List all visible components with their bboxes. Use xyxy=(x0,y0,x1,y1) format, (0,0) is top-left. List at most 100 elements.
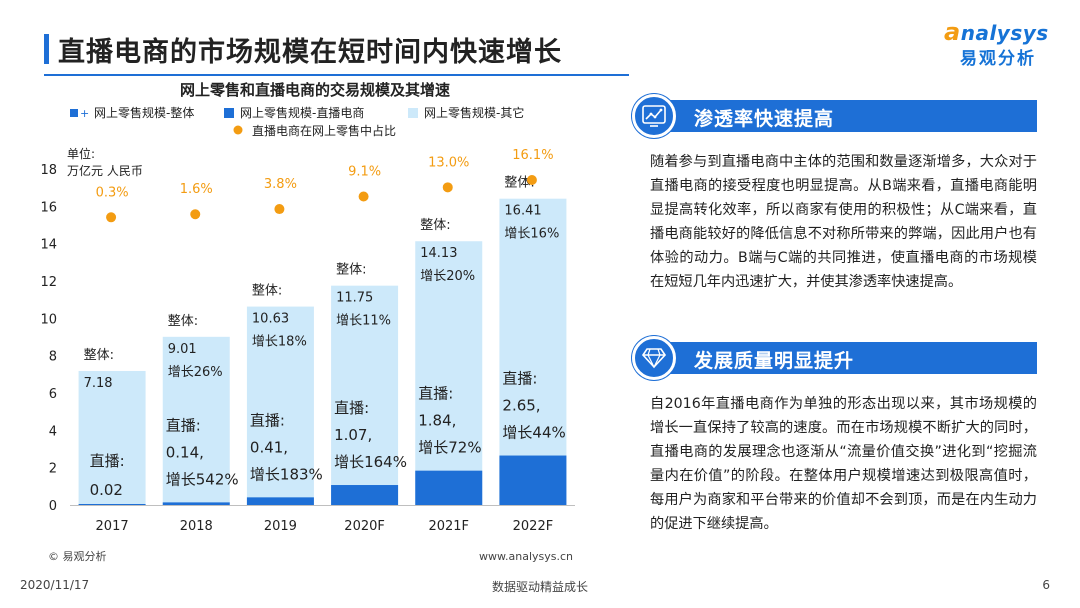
share-label: 9.1% xyxy=(348,165,381,180)
live-growth-label: 增长164% xyxy=(334,453,407,471)
legend-swatch-share xyxy=(233,125,243,135)
whole-growth-label: 增长16% xyxy=(504,227,559,242)
chart-website: www.analysys.cn xyxy=(479,550,573,563)
share-label: 16.1% xyxy=(512,148,553,163)
chart-source: © 易观分析 xyxy=(48,549,107,563)
bar-whole xyxy=(162,336,230,505)
whole-growth-label: 增长18% xyxy=(252,335,307,350)
live-growth-label: 增长542% xyxy=(166,470,239,488)
live-value-label: 2.65, xyxy=(502,397,540,415)
share-dot xyxy=(190,209,201,220)
whole-head-label: 整体: xyxy=(252,284,282,299)
page-title: 直播电商的市场规模在短时间内快速增长 xyxy=(58,37,562,68)
share-label: 13.0% xyxy=(428,155,469,170)
legend-label: 网上零售规模-直播电商 xyxy=(240,105,364,120)
live-growth-label: 增长72% xyxy=(418,439,481,457)
section-body: 自2016年直播电商作为单独的形态出现以来，其市场规模的增长一直保持了较高的速度… xyxy=(650,396,1037,532)
whole-growth-label: 增长11% xyxy=(336,314,391,329)
logo-initial: a xyxy=(944,18,961,46)
x-tick-label: 2022F xyxy=(513,519,554,534)
whole-growth-label: 增长26% xyxy=(168,365,223,380)
share-dot xyxy=(526,175,537,185)
legend-swatch-whole xyxy=(70,109,78,117)
bar-live xyxy=(415,470,483,505)
section-quality: 发展质量明显提升 自2016年直播电商作为单独的形态出现以来，其市场规模的增长一… xyxy=(632,336,1037,536)
live-head-label: 直播: xyxy=(90,452,125,470)
live-growth-label: 增长44% xyxy=(502,424,565,442)
logo-word-rest: nalysys xyxy=(960,21,1049,45)
y-tick-label: 12 xyxy=(40,275,57,290)
bar-whole xyxy=(499,198,567,505)
share-label: 0.3% xyxy=(96,185,129,200)
live-head-label: 直播: xyxy=(334,399,369,417)
live-value-label: 1.84, xyxy=(418,412,456,430)
whole-value-label: 7.18 xyxy=(84,376,113,391)
live-head-label: 直播: xyxy=(418,385,453,403)
bar-whole xyxy=(246,306,314,505)
section-header: 发展质量明显提升 xyxy=(632,336,1037,380)
y-tick-label: 0 xyxy=(49,499,57,514)
title-accent-bar xyxy=(44,34,49,64)
section-body: 随着参与到直播电商中主体的范围和数量逐渐增多，大众对于直播电商的接受程度也明显提… xyxy=(650,154,1037,290)
y-tick-label: 2 xyxy=(49,462,57,477)
whole-head-label: 整体: xyxy=(336,263,366,278)
analysys-logo: analysys 易观分析 xyxy=(944,18,1056,74)
x-tick-label: 2021F xyxy=(428,519,469,534)
whole-growth-label: 增长20% xyxy=(420,269,475,284)
whole-value-label: 11.75 xyxy=(336,291,373,306)
whole-value-label: 16.41 xyxy=(504,204,541,219)
live-value-label: 1.07, xyxy=(334,426,372,444)
live-head-label: 直播: xyxy=(502,370,537,388)
legend-swatch-live xyxy=(224,108,234,118)
live-head-label: 直播: xyxy=(166,416,201,434)
whole-head-label: 整体: xyxy=(420,218,450,233)
bar-live xyxy=(78,504,146,505)
live-value-label: 0.14, xyxy=(166,443,204,461)
whole-value-label: 14.13 xyxy=(420,246,457,261)
bar-live xyxy=(499,455,567,505)
live-value-label: 0.02 xyxy=(90,481,123,499)
section-title: 渗透率快速提高 xyxy=(694,108,835,130)
share-label: 1.6% xyxy=(180,182,213,197)
bar-live xyxy=(162,502,230,505)
section-header: 渗透率快速提高 xyxy=(632,94,1037,138)
whole-head-label: 整体: xyxy=(84,348,114,363)
y-tick-label: 10 xyxy=(40,312,57,327)
header-underline xyxy=(44,74,629,76)
footer-date: 2020/11/17 xyxy=(20,578,90,592)
legend-swatch-other xyxy=(408,108,418,118)
diamond-icon xyxy=(632,336,676,380)
legend-label: 网上零售规模-整体 xyxy=(94,105,194,120)
unit-value: 万亿元 人民币 xyxy=(67,163,143,178)
live-growth-label: 增长183% xyxy=(250,465,323,483)
share-dot xyxy=(106,212,117,223)
x-tick-label: 2017 xyxy=(96,519,129,534)
share-label: 3.8% xyxy=(264,177,297,192)
whole-value-label: 9.01 xyxy=(168,342,197,357)
bar-live xyxy=(246,497,314,505)
chart-icon xyxy=(632,94,676,138)
section-header-bar xyxy=(656,342,1037,374)
chart-title: 网上零售和直播电商的交易规模及其增速 xyxy=(180,81,450,99)
live-head-label: 直播: xyxy=(250,411,285,429)
share-dot xyxy=(274,204,285,215)
y-tick-label: 14 xyxy=(40,238,57,253)
legend-plus-glyph: + xyxy=(80,107,89,120)
bar-whole xyxy=(331,285,399,505)
y-tick-label: 6 xyxy=(49,387,57,402)
y-tick-label: 18 xyxy=(40,163,57,178)
section-header-bar xyxy=(656,100,1037,132)
section-penetration: 渗透率快速提高 随着参与到直播电商中主体的范围和数量逐渐增多，大众对于直播电商的… xyxy=(632,94,1037,294)
x-tick-label: 2018 xyxy=(180,519,213,534)
logo-wordmark: analysys xyxy=(944,18,1056,46)
legend-label: 直播电商在网上零售中占比 xyxy=(252,123,396,138)
page-number: 6 xyxy=(1042,578,1050,592)
footer-slogan: 数据驱动精益成长 xyxy=(491,580,588,594)
logo-chinese: 易观分析 xyxy=(960,49,1036,69)
whole-head-label: 整体: xyxy=(168,314,198,329)
section-title: 发展质量明显提升 xyxy=(694,350,855,372)
legend-label: 网上零售规模-其它 xyxy=(424,105,524,120)
share-dot xyxy=(442,182,453,193)
bar-whole xyxy=(78,370,146,505)
unit-label: 单位: xyxy=(67,146,95,161)
